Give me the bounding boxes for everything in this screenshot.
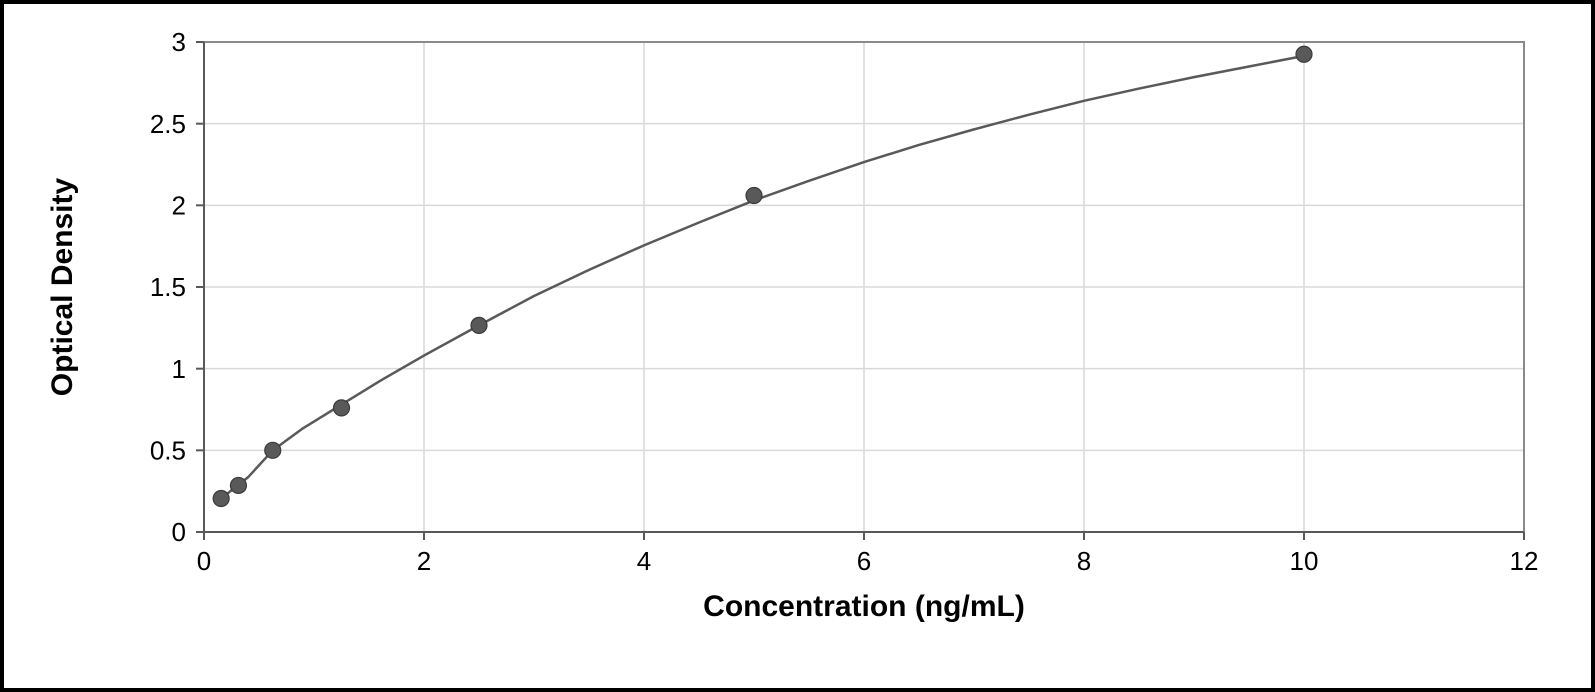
- y-tick-label: 0: [172, 517, 186, 547]
- x-axis-label: Concentration (ng/mL): [703, 590, 1025, 623]
- optical-density-chart: 0 2 4 6 8 10 12 0 0.5 1 1.5 2 2.5 3 Concentration (ng/…: [34, 22, 1561, 670]
- x-tick-label: 10: [1290, 546, 1319, 576]
- data-point: [471, 317, 487, 333]
- y-tick-label: 3: [172, 27, 186, 57]
- x-tick-label: 4: [637, 546, 651, 576]
- chart-frame: 0 2 4 6 8 10 12 0 0.5 1 1.5 2 2.5 3 Concentration (ng/…: [0, 0, 1595, 692]
- y-axis-label: Optical Density: [46, 177, 79, 396]
- y-tick-label: 0.5: [150, 435, 186, 465]
- x-tick-label: 8: [1077, 546, 1091, 576]
- data-point: [265, 442, 281, 458]
- x-tick-label: 2: [417, 546, 431, 576]
- data-point: [746, 188, 762, 204]
- chart-container: 0 2 4 6 8 10 12 0 0.5 1 1.5 2 2.5 3 Concentration (ng/…: [34, 22, 1561, 670]
- x-tick-label: 0: [197, 546, 211, 576]
- y-tick-label: 1: [172, 354, 186, 384]
- x-tick-label: 6: [857, 546, 871, 576]
- data-point: [334, 400, 350, 416]
- data-point: [230, 477, 246, 493]
- y-tick-label: 1.5: [150, 272, 186, 302]
- y-tick-label: 2: [172, 190, 186, 220]
- data-point: [1296, 46, 1312, 62]
- y-tick-label: 2.5: [150, 109, 186, 139]
- x-tick-label: 12: [1510, 546, 1539, 576]
- data-point: [213, 491, 229, 507]
